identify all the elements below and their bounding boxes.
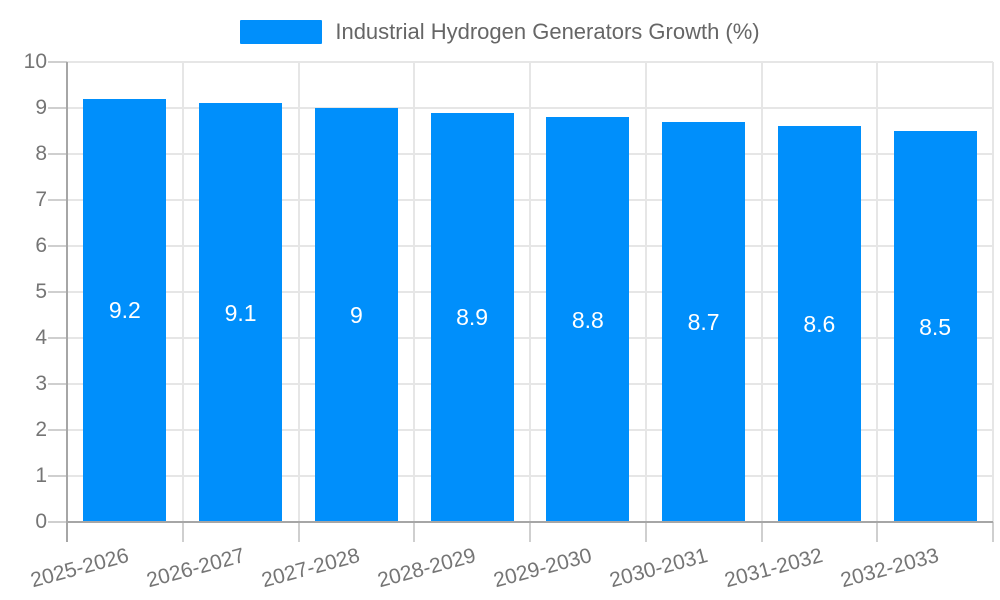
bar[interactable]	[662, 121, 746, 521]
y-axis-label: 5	[35, 280, 47, 303]
bar-value-label: 8.5	[919, 313, 952, 340]
y-tick-mark	[48, 61, 67, 63]
legend-label: Industrial Hydrogen Generators Growth (%…	[335, 19, 760, 44]
bar-value-label: 9	[349, 302, 363, 328]
v-gridline	[760, 62, 763, 522]
bar-value-label: 9.1	[224, 299, 257, 326]
y-tick-mark	[48, 107, 67, 109]
bar[interactable]	[777, 126, 861, 521]
y-axis-label: 3	[35, 372, 47, 395]
y-tick-mark	[48, 153, 67, 155]
y-tick-mark	[48, 337, 67, 339]
y-tick-mark	[48, 475, 67, 477]
x-axis-line	[66, 521, 993, 523]
y-tick-mark	[48, 291, 67, 293]
legend-swatch-icon	[240, 20, 323, 44]
x-tick-mark	[992, 522, 994, 542]
bar[interactable]	[199, 103, 283, 521]
y-axis-label: 1	[35, 464, 47, 487]
v-gridline	[413, 62, 416, 522]
y-axis-label: 9	[35, 96, 47, 119]
x-tick-mark	[529, 522, 531, 542]
bar-value-label: 8.9	[456, 304, 489, 331]
bar[interactable]	[314, 108, 398, 521]
y-axis-label: 2	[35, 418, 47, 441]
y-axis-label: 7	[35, 188, 47, 211]
x-tick-mark	[413, 522, 416, 542]
y-axis-label: 0	[35, 510, 47, 533]
y-axis-label: 6	[35, 234, 47, 257]
v-gridline	[181, 62, 184, 522]
y-tick-mark	[48, 383, 67, 385]
bar[interactable]	[430, 112, 514, 521]
x-tick-mark	[297, 522, 300, 542]
y-tick-mark	[48, 199, 67, 201]
y-tick-mark	[48, 521, 67, 523]
bar-value-label: 8.8	[571, 306, 604, 333]
y-axis-label: 10	[23, 50, 47, 73]
legend: Industrial Hydrogen Generators Growth (%…	[0, 20, 1000, 44]
y-axis-line	[66, 62, 68, 522]
y-tick-mark	[48, 245, 67, 247]
bar-value-label: 9.2	[108, 297, 141, 324]
x-tick-mark	[760, 522, 763, 542]
x-tick-mark	[181, 522, 184, 542]
bar[interactable]	[546, 117, 630, 521]
bar[interactable]	[893, 131, 977, 521]
bar-value-label: 8.7	[687, 308, 720, 335]
v-gridline	[992, 62, 994, 522]
y-tick-mark	[48, 429, 67, 431]
y-axis-label: 4	[35, 326, 47, 349]
y-axis-label: 8	[35, 142, 47, 165]
v-gridline	[529, 62, 531, 522]
v-gridline	[876, 62, 879, 522]
bar[interactable]	[83, 98, 167, 521]
x-tick-mark	[644, 522, 647, 542]
v-gridline	[297, 62, 300, 522]
v-gridline	[644, 62, 647, 522]
legend-item[interactable]: Industrial Hydrogen Generators Growth (%…	[240, 19, 760, 44]
x-tick-mark	[876, 522, 879, 542]
bar-value-label: 8.6	[803, 311, 836, 338]
x-tick-mark	[66, 522, 68, 542]
